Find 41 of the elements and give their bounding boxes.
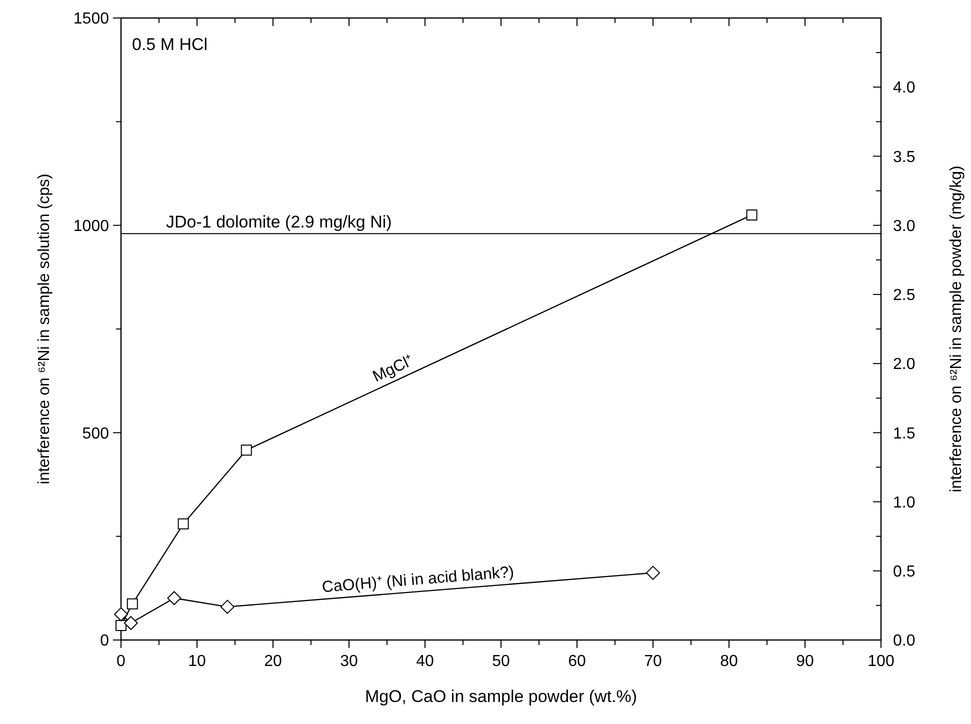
y2-tick-label: 4.0: [893, 80, 916, 97]
x-tick-label: 70: [644, 653, 662, 670]
point: [240, 444, 252, 456]
y2-tick-label: 1.5: [893, 425, 916, 442]
point: [116, 620, 126, 631]
x-tick-label: 40: [416, 653, 434, 670]
text: MgCl⁺: [370, 352, 416, 386]
point: [126, 598, 138, 610]
x-tick-label: 100: [868, 653, 894, 670]
ref-line-label: JDo-1 dolomite (2.9 mg/kg Ni): [166, 212, 392, 232]
series-label: CaO(H)⁺ (Ni in acid blank?): [321, 564, 515, 596]
point: [167, 591, 182, 606]
x-tick-label: 90: [796, 653, 814, 670]
y-tick-label: 1000: [73, 218, 110, 235]
y-axis-title: interference on ⁶²Ni in sample solution (cps): [36, 174, 53, 484]
y2-axis-title: interference on ⁶²Ni in sample powder (mg/kg): [948, 166, 965, 492]
x-tick-label: 10: [188, 653, 206, 670]
y2-tick-label: 3.5: [893, 148, 916, 166]
point: [646, 566, 660, 580]
x-tick-label: 60: [568, 653, 586, 670]
x-axis-title: MgO, CaO in sample powder (wt.%): [364, 687, 638, 706]
x-tick-label: 30: [340, 653, 358, 670]
y2-tick-label: 3.0: [893, 218, 916, 235]
y2-tick-label: 1.0: [893, 494, 916, 512]
y-tick-label: 0: [100, 632, 110, 650]
y-tick-label: 500: [82, 425, 110, 442]
x-tick-label: 80: [720, 653, 738, 670]
point: [220, 600, 234, 614]
y2-tick-label: 0.0: [893, 632, 916, 650]
y2-tick-label: 2.5: [893, 287, 916, 304]
y-tick-label: 1500: [73, 10, 110, 28]
y2-tick-label: 0.5: [893, 563, 916, 580]
point: [114, 607, 128, 622]
point: [178, 518, 189, 530]
point: [746, 209, 758, 220]
annotation: 0.5 M HCl: [132, 35, 208, 54]
x-tick-label: 0: [116, 653, 126, 670]
point: [124, 616, 138, 630]
x-tick-label: 50: [492, 653, 510, 670]
x-tick-label: 20: [264, 653, 282, 670]
y2-tick-label: 2.0: [893, 356, 916, 374]
